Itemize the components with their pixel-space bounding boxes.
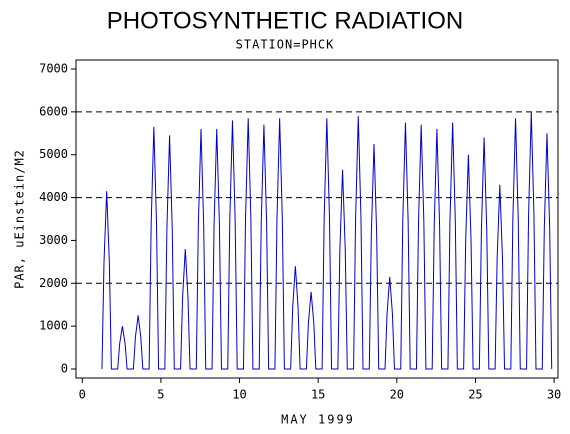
x-axis-label: MAY 1999: [281, 413, 355, 427]
chart-subtitle: STATION=PHCK: [236, 38, 335, 52]
x-tick-label: 5: [157, 388, 164, 402]
y-tick-label: 6000: [39, 104, 68, 118]
x-tick-label: 25: [468, 388, 482, 402]
y-tick-label: 2000: [39, 276, 68, 290]
x-tick-label: 30: [547, 388, 561, 402]
x-tick-label: 0: [79, 388, 86, 402]
data-line: [101, 111, 553, 370]
y-tick-label: 5000: [39, 147, 68, 161]
y-tick-label: 0: [61, 362, 68, 376]
x-tick-label: 15: [311, 388, 325, 402]
x-tick-label: 20: [390, 388, 404, 402]
y-tick-label: 4000: [39, 190, 68, 204]
chart-title: PHOTOSYNTHETIC RADIATION: [107, 7, 463, 34]
x-tick-label: 10: [232, 388, 246, 402]
y-tick-label: 7000: [39, 62, 68, 76]
y-tick-label: 1000: [39, 319, 68, 333]
y-tick-label: 3000: [39, 233, 68, 247]
plot-frame: [75, 59, 559, 379]
y-axis-label: PAR, uEinstein/M2: [13, 149, 27, 289]
